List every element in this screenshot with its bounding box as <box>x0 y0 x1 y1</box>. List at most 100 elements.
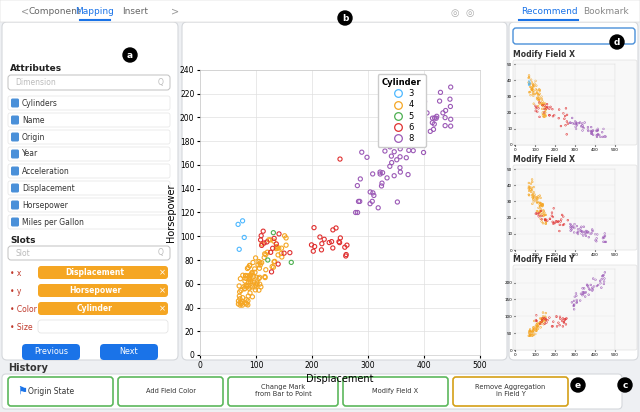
Point <box>571 120 581 127</box>
Point <box>531 194 541 201</box>
Point <box>593 282 604 288</box>
Point <box>528 193 538 199</box>
FancyBboxPatch shape <box>513 265 637 350</box>
Text: Change Mark
from Bar to Point: Change Mark from Bar to Point <box>255 384 312 398</box>
Point <box>525 326 535 333</box>
FancyBboxPatch shape <box>8 377 113 406</box>
Point <box>587 131 597 137</box>
Point <box>553 219 563 225</box>
FancyBboxPatch shape <box>11 218 19 227</box>
Point <box>569 229 579 236</box>
Point <box>529 324 539 331</box>
Point <box>266 249 276 255</box>
Point <box>528 195 538 201</box>
Text: Save: Save <box>483 9 503 17</box>
Point <box>248 273 259 280</box>
Point <box>240 278 250 284</box>
Point <box>429 121 440 127</box>
Point <box>586 230 596 236</box>
Point <box>365 189 375 195</box>
Point <box>584 234 594 241</box>
Point <box>530 331 540 337</box>
Point <box>534 100 545 107</box>
Text: Add Field Color: Add Field Color <box>145 388 195 394</box>
Text: ▾: ▾ <box>626 31 630 40</box>
Point <box>526 180 536 187</box>
Point <box>524 82 534 88</box>
Point <box>530 90 540 97</box>
Point <box>540 104 550 110</box>
FancyBboxPatch shape <box>11 133 19 141</box>
Point <box>532 199 542 205</box>
Point <box>593 127 603 133</box>
Point <box>525 89 535 95</box>
Point <box>244 279 254 286</box>
Point <box>533 193 543 200</box>
Point <box>573 229 583 235</box>
Point <box>536 208 546 214</box>
Point <box>259 240 269 246</box>
Point <box>527 87 537 93</box>
Point <box>525 81 535 88</box>
Point <box>247 278 257 285</box>
FancyBboxPatch shape <box>8 215 170 229</box>
Point <box>548 318 559 325</box>
Point <box>533 103 543 110</box>
Point <box>537 317 547 323</box>
FancyBboxPatch shape <box>2 22 178 360</box>
Point <box>428 126 438 133</box>
Point <box>273 252 283 258</box>
Point <box>536 318 547 325</box>
Point <box>527 187 537 193</box>
Point <box>534 210 544 216</box>
Point <box>536 94 547 100</box>
Point <box>588 286 598 293</box>
Point <box>531 327 541 334</box>
Point <box>538 201 548 208</box>
Point <box>569 301 579 308</box>
Point <box>538 109 548 116</box>
Point <box>561 122 571 129</box>
Point <box>380 148 390 154</box>
FancyBboxPatch shape <box>509 22 638 360</box>
Text: Displacement: Displacement <box>65 268 125 277</box>
Point <box>547 212 557 219</box>
Text: History: History <box>8 363 48 373</box>
Point <box>540 216 550 222</box>
Point <box>524 81 534 87</box>
Point <box>279 250 289 256</box>
Point <box>396 169 406 176</box>
Point <box>526 76 536 83</box>
Point <box>532 211 543 218</box>
Point <box>580 293 590 300</box>
FancyBboxPatch shape <box>8 181 170 195</box>
Point <box>528 91 538 97</box>
Point <box>274 245 284 251</box>
Point <box>554 319 564 326</box>
Point <box>408 134 419 140</box>
Point <box>577 285 588 292</box>
Point <box>556 218 566 225</box>
Point <box>243 272 253 279</box>
Point <box>557 212 567 218</box>
Point <box>538 213 548 219</box>
Circle shape <box>338 11 352 25</box>
Point <box>234 283 244 289</box>
Point <box>545 215 555 222</box>
Point <box>316 246 326 253</box>
Point <box>570 118 580 124</box>
Point <box>392 157 402 163</box>
FancyBboxPatch shape <box>513 28 635 44</box>
Point <box>524 81 534 87</box>
Point <box>431 113 442 119</box>
Point <box>334 239 344 245</box>
Point <box>556 123 566 129</box>
Point <box>532 324 543 330</box>
Point <box>538 100 548 107</box>
Point <box>353 198 364 205</box>
Point <box>545 215 555 222</box>
Point <box>594 132 604 138</box>
Point <box>525 186 536 193</box>
Point <box>241 272 251 279</box>
Point <box>262 257 273 263</box>
